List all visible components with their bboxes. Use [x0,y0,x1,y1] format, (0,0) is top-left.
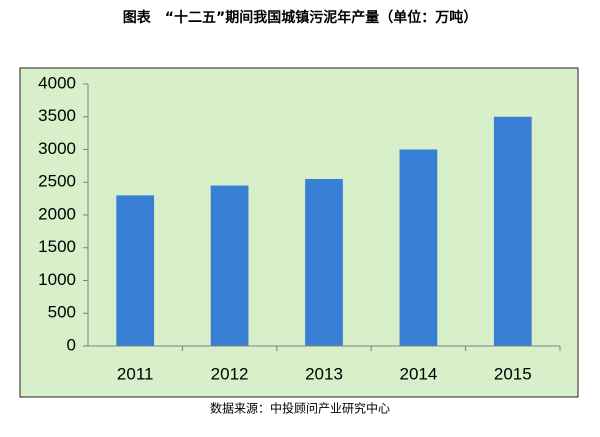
plot-background [19,67,579,398]
y-tick-label: 1500 [38,237,76,256]
x-tick-label: 2011 [117,364,154,383]
y-tick-label: 2500 [38,172,76,191]
bar [493,116,532,346]
y-tick-label: 0 [67,335,76,354]
x-tick-label: 2012 [211,364,249,383]
chart-title: 图表 “十二五”期间我国城镇污泥年产量（单位：万吨） [123,9,477,26]
x-tick-label: 2013 [305,364,343,383]
x-tick-label: 2015 [494,364,532,383]
y-tick-label: 500 [48,303,76,322]
x-tick-label: 2014 [399,364,437,383]
bar [210,185,249,346]
y-tick-label: 4000 [38,73,76,92]
y-tick-label: 2000 [38,204,76,223]
source-note: 数据来源：中投顾问产业研究中心 [210,401,390,416]
y-tick-label: 1000 [38,270,76,289]
bar [116,195,155,346]
bar [399,149,438,346]
bar [305,178,343,346]
y-tick-label: 3000 [38,139,76,158]
y-tick-label: 3500 [38,106,76,125]
